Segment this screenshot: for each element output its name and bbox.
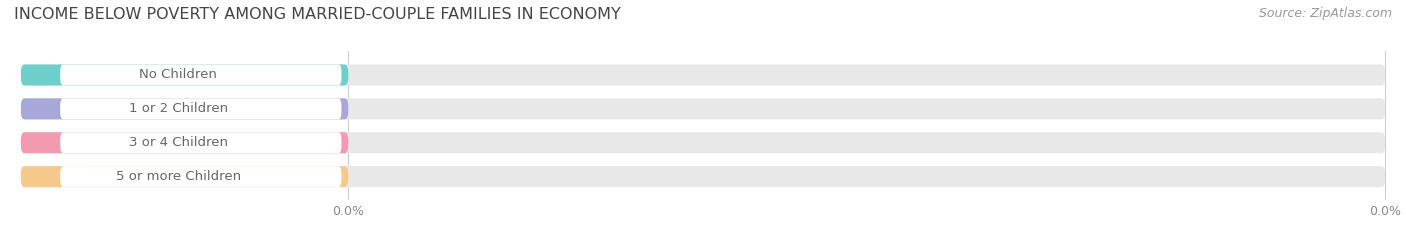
FancyBboxPatch shape	[60, 166, 342, 187]
Text: 1 or 2 Children: 1 or 2 Children	[129, 102, 228, 115]
FancyBboxPatch shape	[60, 65, 342, 86]
Text: No Children: No Children	[139, 69, 218, 82]
FancyBboxPatch shape	[21, 166, 349, 187]
FancyBboxPatch shape	[21, 65, 1385, 86]
Text: 5 or more Children: 5 or more Children	[115, 170, 240, 183]
Text: 3 or 4 Children: 3 or 4 Children	[129, 136, 228, 149]
FancyBboxPatch shape	[21, 132, 349, 153]
Text: 0.0%: 0.0%	[301, 136, 336, 149]
FancyBboxPatch shape	[21, 166, 1385, 187]
Text: 0.0%: 0.0%	[301, 102, 336, 115]
Text: 0.0%: 0.0%	[301, 170, 336, 183]
FancyBboxPatch shape	[21, 98, 1385, 119]
FancyBboxPatch shape	[60, 98, 342, 119]
FancyBboxPatch shape	[60, 132, 342, 153]
FancyBboxPatch shape	[21, 65, 349, 86]
FancyBboxPatch shape	[21, 132, 1385, 153]
Text: INCOME BELOW POVERTY AMONG MARRIED-COUPLE FAMILIES IN ECONOMY: INCOME BELOW POVERTY AMONG MARRIED-COUPL…	[14, 7, 621, 22]
Text: 0.0%: 0.0%	[301, 69, 336, 82]
Text: Source: ZipAtlas.com: Source: ZipAtlas.com	[1258, 7, 1392, 20]
FancyBboxPatch shape	[21, 98, 349, 119]
